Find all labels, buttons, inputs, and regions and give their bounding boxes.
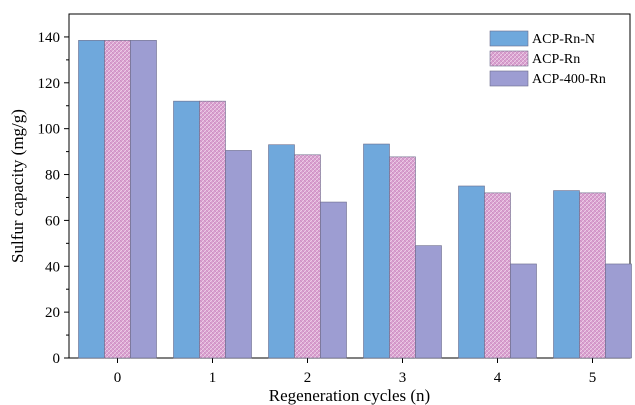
legend: ACP-Rn-N ACP-Rn ACP-400-Rn [489, 30, 606, 87]
bar-acp-400-rn-3 [415, 245, 442, 359]
x-axis-title: Regeneration cycles (n) [269, 386, 430, 405]
y-tick-label: 140 [38, 30, 61, 46]
bar-acp-400-rn-1 [225, 150, 252, 359]
bar-acp-rn-n-0 [78, 40, 105, 359]
y-tick-label: 100 [38, 122, 61, 138]
legend-label: ACP-Rn [532, 52, 580, 67]
legend-swatch [489, 30, 529, 47]
y-tick-label: 120 [38, 76, 61, 92]
bar-acp-rn-n-2 [268, 144, 295, 359]
y-tick-label: 60 [45, 213, 60, 229]
legend-swatch [489, 50, 529, 67]
x-tick-label: 4 [494, 370, 502, 386]
bar-acp-rn-4 [484, 192, 511, 359]
x-tick-label: 3 [399, 370, 407, 386]
x-tick-label: 5 [589, 370, 597, 386]
y-axis: 0 20 40 60 80 100 120 140 [38, 30, 69, 367]
bar-acp-rn-1 [199, 100, 226, 359]
y-tick-label: 40 [45, 259, 60, 275]
bar-series-group [78, 40, 632, 359]
bar-acp-400-rn-0 [130, 40, 157, 359]
y-tick-label: 20 [45, 305, 60, 321]
x-tick-label: 1 [209, 370, 217, 386]
bar-acp-rn-n-1 [173, 100, 200, 359]
bar-acp-rn-2 [294, 154, 321, 359]
bar-acp-rn-5 [579, 192, 606, 359]
bar-acp-rn-3 [389, 156, 416, 359]
legend-swatch [489, 70, 529, 87]
y-axis-title: Sulfur capacity (mg/g) [8, 109, 27, 263]
y-tick-label: 80 [45, 168, 60, 184]
x-tick-label: 0 [114, 370, 122, 386]
y-tick-label: 0 [53, 351, 61, 367]
x-tick-label: 2 [304, 370, 312, 386]
bar-acp-400-rn-4 [510, 263, 537, 359]
legend-label: ACP-400-Rn [532, 72, 606, 87]
bar-acp-400-rn-5 [605, 263, 632, 359]
bar-acp-rn-0 [104, 40, 131, 359]
x-axis: 0 1 2 3 4 5 [114, 358, 597, 386]
bar-acp-rn-n-3 [363, 143, 390, 359]
bar-acp-rn-n-4 [458, 185, 485, 359]
bar-acp-rn-n-5 [553, 190, 580, 359]
bar-acp-400-rn-2 [320, 201, 347, 359]
legend-label: ACP-Rn-N [532, 32, 595, 47]
plot-area-frame [68, 13, 631, 359]
